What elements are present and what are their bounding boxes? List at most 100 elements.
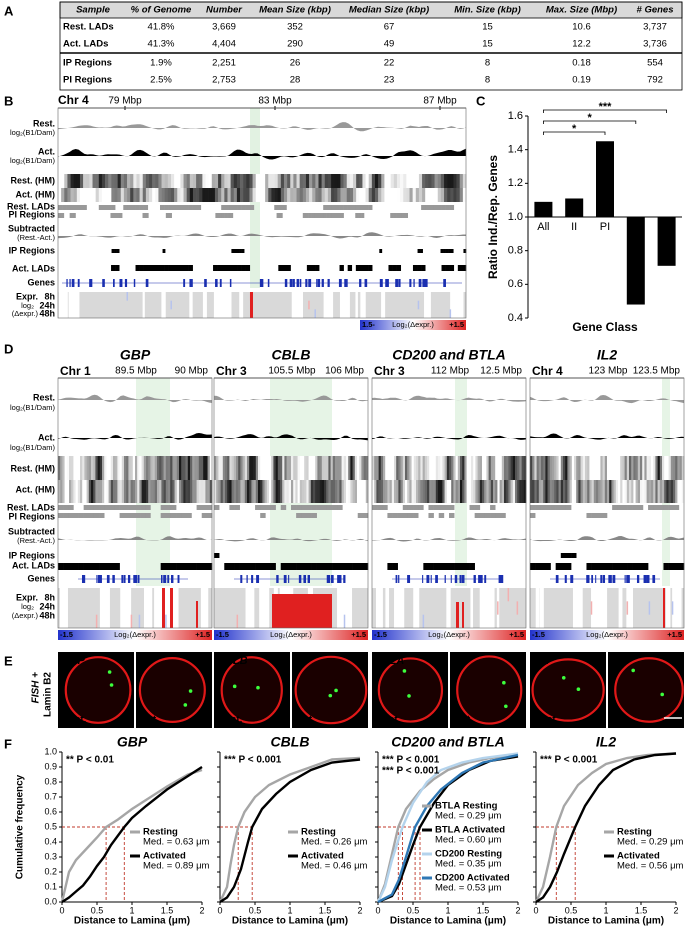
heatmap-cell xyxy=(517,456,520,480)
region-bar xyxy=(234,505,240,510)
gene xyxy=(99,575,102,583)
heatmap-cell xyxy=(302,188,307,202)
gene xyxy=(395,575,398,583)
region-bar xyxy=(255,563,261,570)
heatmap-cell xyxy=(582,456,586,480)
heatmap-cell xyxy=(111,188,115,202)
expr-gap xyxy=(446,588,451,628)
gene xyxy=(626,575,630,583)
heatmap-cell xyxy=(468,456,472,480)
region-bar xyxy=(612,563,618,570)
heatmap-cell xyxy=(679,480,683,503)
heatmap-cell xyxy=(321,188,326,202)
heatmap-cell xyxy=(434,174,439,188)
heatmap-cell xyxy=(571,456,575,480)
bar xyxy=(565,198,584,217)
heatmap-cell xyxy=(490,480,494,503)
nucleus xyxy=(138,657,206,723)
region-bar xyxy=(135,505,141,510)
heatmap-cell xyxy=(91,456,94,480)
gene xyxy=(164,575,167,583)
heatmap-cell xyxy=(127,174,131,188)
heatmap-cell xyxy=(88,456,92,480)
heatmap-cell xyxy=(233,174,238,188)
heatmap-cell xyxy=(547,480,551,503)
heatmap-cell xyxy=(277,456,281,480)
heatmap-cell xyxy=(139,174,144,188)
heatmap-cell xyxy=(247,456,250,480)
expr-cell xyxy=(417,300,420,310)
heatmap-cell xyxy=(128,456,131,480)
region-bar xyxy=(320,213,324,218)
gene xyxy=(327,279,330,287)
x-tick-label: 1 xyxy=(445,905,450,915)
heatmap-cell xyxy=(406,174,410,188)
region-bar xyxy=(495,513,501,518)
region-bar xyxy=(180,265,185,271)
heatmap-cell xyxy=(429,456,432,480)
heatmap-cell xyxy=(655,480,658,503)
region-bar xyxy=(642,563,649,570)
fish-spot xyxy=(256,685,260,690)
heatmap-cell xyxy=(293,188,297,202)
heatmap-cell xyxy=(620,480,623,503)
region-bar xyxy=(255,505,261,510)
gene xyxy=(385,279,389,287)
region-bar xyxy=(165,505,172,510)
position-label: 123.5 Mbp xyxy=(633,366,681,377)
gene xyxy=(123,575,126,583)
region-bar xyxy=(555,505,562,510)
heatmap-cell xyxy=(651,456,654,480)
p-value: *** P < 0.001 xyxy=(224,755,282,766)
signal-track xyxy=(530,394,684,404)
heatmap-cell xyxy=(384,188,388,202)
heatmap-cell xyxy=(340,174,344,188)
region-bar xyxy=(164,205,169,210)
region-bar xyxy=(168,205,173,210)
heatmap-cell xyxy=(258,174,263,188)
heatmap-cell xyxy=(224,188,228,202)
region-bar xyxy=(402,513,409,518)
track-label: log₂ xyxy=(21,602,34,611)
heatmap-cell xyxy=(274,188,278,202)
region-bar xyxy=(227,213,231,218)
gene xyxy=(612,575,616,583)
region-bar xyxy=(170,513,177,518)
expr-gap xyxy=(413,588,420,628)
region-bar xyxy=(234,563,240,570)
region-bar xyxy=(188,265,193,271)
region-bar xyxy=(352,563,359,570)
track-label: log₂(B1/Dam) xyxy=(10,156,56,165)
region-bar xyxy=(663,563,669,570)
heatmap-cell xyxy=(313,456,316,480)
heatmap-cell xyxy=(194,456,197,480)
region-bar xyxy=(201,513,208,518)
expr-gap xyxy=(394,588,397,628)
heatmap-cell xyxy=(353,188,357,202)
table-cell: 3,736 xyxy=(643,39,667,50)
x-tick-label: 2 xyxy=(515,905,520,915)
x-tick-label: PP xyxy=(659,221,674,233)
heatmap-cell xyxy=(456,188,461,202)
heatmap-cell xyxy=(258,456,261,480)
heatmap-cell xyxy=(264,456,268,480)
heatmap-cell xyxy=(374,480,377,503)
heatmap-cell xyxy=(233,188,238,202)
heatmap-cell xyxy=(135,456,138,480)
heatmap-cell xyxy=(203,456,206,480)
heatmap-cell xyxy=(225,456,228,480)
region-bar xyxy=(280,505,287,510)
heatmap-cell xyxy=(343,480,347,503)
gene xyxy=(113,279,115,287)
heatmap-cell xyxy=(668,480,672,503)
heatmap-cell xyxy=(121,480,125,503)
region-bar xyxy=(361,213,365,218)
heatmap-cell xyxy=(666,480,669,503)
heatmap-cell xyxy=(455,480,459,503)
gene xyxy=(288,575,290,583)
heatmap-cell xyxy=(405,456,408,480)
heatmap-cell xyxy=(283,174,288,188)
gene xyxy=(267,279,270,287)
image-label: Act. xyxy=(454,715,473,726)
heatmap-cell xyxy=(348,456,351,480)
